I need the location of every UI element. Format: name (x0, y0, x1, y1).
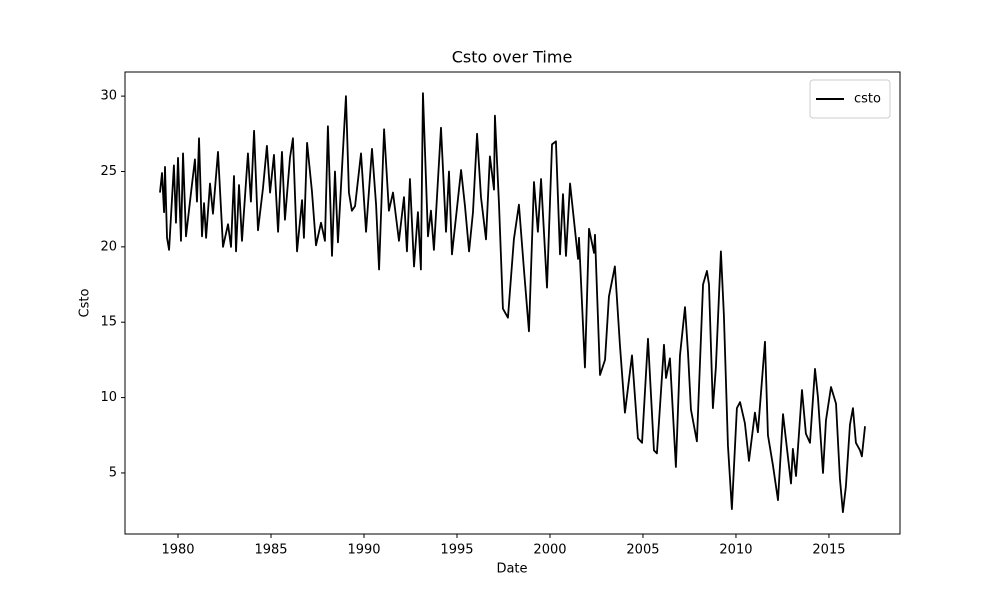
y-tick-label: 10 (100, 390, 117, 405)
x-tick-label: 2005 (626, 543, 659, 558)
legend-label: csto (854, 92, 881, 107)
chart-title: Csto over Time (452, 48, 573, 67)
y-tick-label: 20 (100, 239, 117, 254)
plot-frame (124, 71, 901, 535)
data-line (159, 92, 866, 514)
x-tick-label: 1995 (440, 543, 473, 558)
y-tick-label: 30 (100, 89, 117, 104)
x-axis-label: Date (496, 562, 527, 577)
y-tick-label: 15 (100, 315, 117, 330)
y-axis-label: Csto (78, 289, 93, 318)
x-tick-label: 2010 (719, 543, 752, 558)
x-tick-label: 2000 (533, 543, 566, 558)
x-tick-label: 2015 (812, 543, 845, 558)
y-tick-label: 5 (109, 465, 117, 480)
x-tick-label: 1990 (347, 543, 380, 558)
legend-box (809, 79, 891, 119)
x-tick-label: 1980 (161, 543, 194, 558)
x-tick-label: 1985 (254, 543, 287, 558)
y-tick-label: 25 (100, 164, 117, 179)
